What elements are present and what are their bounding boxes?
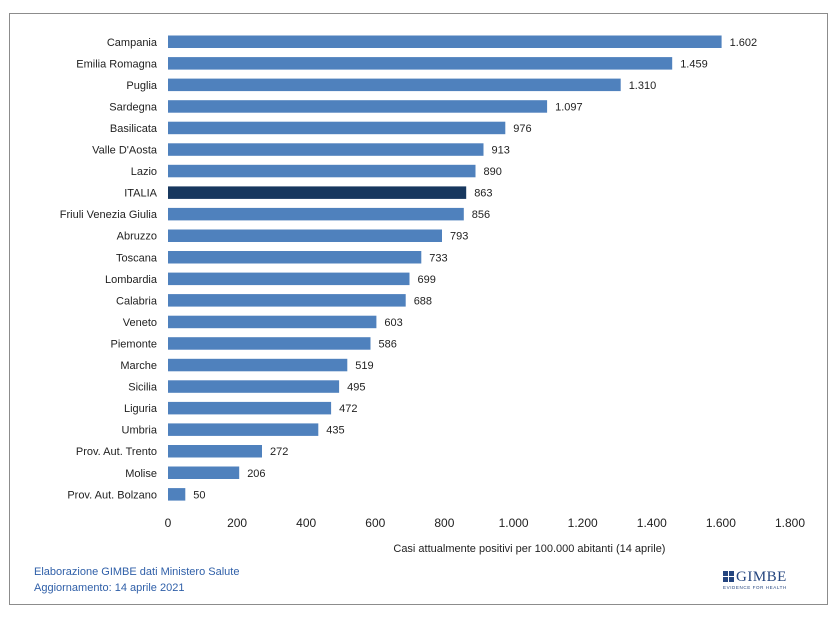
bar-sicilia (168, 380, 340, 393)
value-label: 913 (492, 145, 510, 157)
category-label: Umbria (122, 425, 158, 437)
category-label: Campania (107, 37, 158, 49)
category-label: ITALIA (124, 188, 157, 200)
source-note: Elaborazione GIMBE dati Ministero Salute (34, 566, 240, 578)
category-label: Prov. Aut. Bolzano (67, 489, 157, 501)
bar-umbria (168, 423, 319, 436)
value-label: 976 (513, 123, 531, 135)
bar-campania (168, 35, 722, 48)
bar-italia (168, 186, 467, 199)
x-tick-label: 1.000 (499, 516, 529, 530)
bar-calabria (168, 294, 406, 307)
category-label: Abruzzo (117, 231, 157, 243)
value-label: 699 (418, 274, 436, 286)
category-label: Liguria (124, 403, 158, 415)
bar-prov-aut-bolzano (168, 488, 186, 501)
value-label: 863 (474, 188, 492, 200)
value-label: 1.310 (629, 80, 657, 92)
value-label: 603 (384, 317, 402, 329)
bar-abruzzo (168, 229, 442, 242)
x-tick-label: 800 (434, 516, 454, 530)
category-label: Piemonte (111, 339, 157, 351)
category-label: Lazio (131, 166, 157, 178)
bar-veneto (168, 315, 377, 329)
logo-word: GIMBE (736, 569, 787, 585)
category-label: Calabria (116, 295, 158, 307)
category-label: Sardegna (109, 101, 158, 113)
bar-prov-aut-trento (168, 445, 262, 458)
gimbe-mark-icon (723, 571, 734, 582)
bar-sardegna (168, 100, 548, 113)
value-label: 1.097 (555, 101, 583, 113)
bar-lazio (168, 164, 476, 178)
update-note: Aggiornamento: 14 aprile 2021 (34, 582, 185, 594)
bar-piemonte (168, 337, 371, 350)
category-label: Sicilia (128, 382, 158, 394)
value-label: 890 (484, 166, 502, 178)
x-tick-label: 1.600 (706, 516, 736, 530)
value-label: 206 (247, 468, 265, 480)
value-label: 793 (450, 231, 468, 243)
bar-friuli-venezia-giulia (168, 207, 464, 221)
gimbe-logo: GIMBE EVIDENCE FOR HEALTH (723, 569, 787, 590)
bar-marche (168, 358, 348, 372)
category-label: Basilicata (110, 123, 158, 135)
category-label: Toscana (116, 252, 158, 264)
x-tick-label: 400 (296, 516, 316, 530)
x-tick-label: 1.400 (637, 516, 667, 530)
value-label: 586 (379, 339, 397, 351)
category-label: Veneto (123, 317, 157, 329)
value-label: 472 (339, 403, 357, 415)
logo-tagline: EVIDENCE FOR HEALTH (723, 585, 787, 590)
value-label: 688 (414, 295, 432, 307)
x-tick-label: 1.200 (568, 516, 598, 530)
category-label: Puglia (126, 80, 157, 92)
x-tick-label: 1.800 (775, 516, 805, 530)
category-label: Valle D'Aosta (92, 145, 158, 157)
bar-puglia (168, 78, 621, 92)
x-tick-label: 0 (165, 516, 172, 530)
bar-lombardia (168, 272, 410, 286)
value-label: 435 (326, 425, 344, 437)
value-label: 272 (270, 446, 288, 458)
category-label: Lombardia (105, 274, 158, 286)
value-label: 1.459 (680, 58, 708, 70)
x-axis-title: Casi attualmente positivi per 100.000 ab… (393, 543, 665, 555)
value-label: 733 (429, 252, 447, 264)
category-label: Prov. Aut. Trento (76, 446, 157, 458)
value-label: 495 (347, 382, 365, 394)
category-label: Marche (120, 360, 157, 372)
x-tick-label: 600 (365, 516, 385, 530)
category-label: Friuli Venezia Giulia (60, 209, 158, 221)
value-label: 519 (355, 360, 373, 372)
bar-basilicata (168, 121, 506, 135)
bar-liguria (168, 401, 332, 415)
value-label: 50 (193, 489, 205, 501)
category-label: Molise (125, 468, 157, 480)
bar-toscana (168, 251, 422, 264)
bar-valle-d-aosta (168, 143, 484, 156)
x-tick-label: 200 (227, 516, 247, 530)
category-label: Emilia Romagna (76, 58, 158, 70)
bar-emilia-romagna (168, 57, 673, 70)
bar-molise (168, 466, 240, 479)
value-label: 856 (472, 209, 490, 221)
value-label: 1.602 (730, 37, 758, 49)
